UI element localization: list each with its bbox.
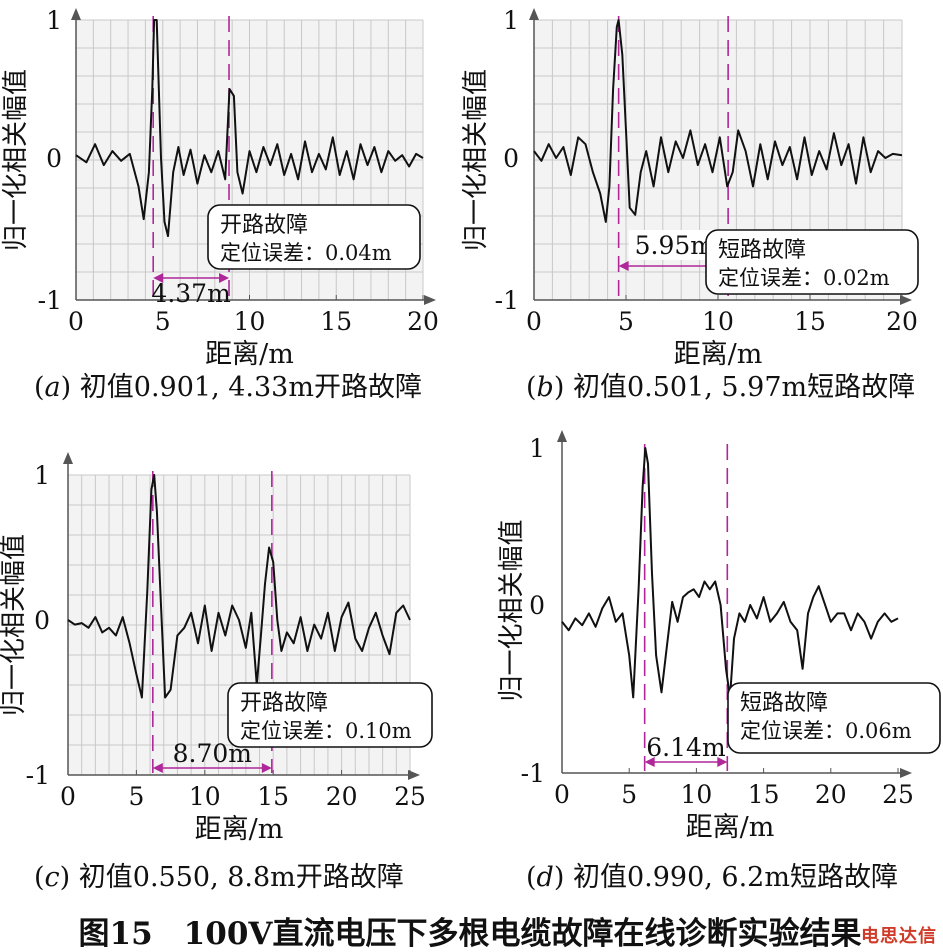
x-axis-label: 距离/m [205,339,294,370]
x-axis-arrow-icon [424,295,436,305]
annotation-detail: 定位误差：0.02m [718,266,890,290]
distance-arrow-left-icon [152,763,163,773]
annotation-box [207,204,421,270]
x-tick-label: 0 [554,780,570,809]
distance-arrow-right-icon [717,757,728,767]
y-tick-label: 0 [34,606,50,635]
y-tick-label: -1 [521,759,545,788]
x-tick-label: 10 [702,307,734,336]
annotation-detail: 定位误差：0.04m [220,241,392,265]
panel-caption: (d) 初值0.990, 6.2m短路故障 [526,862,898,893]
x-tick-label: 20 [815,780,847,809]
x-tick-label: 5 [155,307,171,336]
y-axis-arrow-icon [529,8,539,20]
signal-line [75,19,424,238]
signal-line [533,19,903,223]
y-axis-arrow-icon [557,430,567,442]
x-tick-label: 15 [794,307,826,336]
x-tick-label: 0 [60,782,76,811]
chart-panel-d: 0 5 10 15 20 2510-1归一化相关幅值距离/m6.14m短路故障定位误差：0… [497,430,941,893]
chart-panel-a: 0 5 10 15 2010-1归一化相关幅值距离/m4.37m开路故障定位误差：0.0… [1,6,439,403]
signal-line [67,474,411,699]
x-axis-label: 距离/m [195,814,284,845]
x-tick-label: 25 [394,782,426,811]
y-tick-label: -1 [26,761,50,790]
distance-arrow-right-icon [219,273,230,283]
x-tick-label: 20 [886,307,918,336]
panel-caption: (a) 初值0.901, 4.33m开路故障 [34,372,422,403]
distance-arrow-left-icon [153,273,164,283]
x-tick-label: 15 [748,780,780,809]
x-tick-label: 20 [407,307,439,336]
annotation-box [705,229,919,295]
annotation-box [727,682,941,754]
y-tick-label: 0 [529,591,545,620]
y-axis-label: 归一化相关幅值 [0,534,29,716]
chart-panel-c: 0 5 10 15 20 2510-1归一化相关幅值距离/m8.70m开路故障定位误差：0… [0,452,433,893]
annotation-detail: 定位误差：0.06m [740,719,912,743]
y-axis-arrow-icon [71,8,81,20]
distance-label: 4.37m [151,279,231,308]
annotation-title: 短路故障 [740,691,828,716]
watermark: 电思达信 [861,926,937,947]
y-tick-label: 1 [46,6,62,35]
signal-line [561,447,899,699]
annotation-detail: 定位误差：0.10m [240,719,412,743]
x-axis-arrow-icon [408,770,420,780]
distance-arrow-left-icon [618,261,629,271]
x-axis-arrow-icon [900,768,912,778]
x-tick-label: 15 [320,307,352,336]
y-axis-label: 归一化相关幅值 [461,69,491,251]
x-tick-label: 10 [234,307,266,336]
y-tick-label: -1 [38,286,62,315]
x-tick-label: 5 [621,780,637,809]
annotation-title: 开路故障 [240,691,328,716]
x-tick-label: 0 [526,307,542,336]
annotation-title: 开路故障 [220,213,308,238]
distance-arrow-left-icon [644,757,655,767]
x-tick-label: 0 [68,307,84,336]
distance-label-background [628,230,717,260]
x-tick-label: 10 [189,782,221,811]
x-tick-label: 20 [326,782,358,811]
panel-caption: (b) 初值0.501, 5.97m短路故障 [526,372,915,403]
x-axis-label: 距离/m [686,812,775,843]
x-tick-label: 15 [257,782,289,811]
distance-arrow-right-icon [261,763,272,773]
distance-label: 6.14m [646,733,726,762]
y-tick-label: 1 [503,6,519,35]
x-tick-label: 10 [680,780,712,809]
x-tick-label: 25 [882,780,914,809]
y-axis-label: 归一化相关幅值 [497,519,527,701]
y-axis-arrow-icon [63,452,73,464]
x-tick-label: 5 [128,782,144,811]
annotation-box [227,682,433,748]
y-tick-label: 0 [503,144,519,173]
annotation-title: 短路故障 [718,238,806,263]
y-tick-label: 1 [34,461,50,490]
figure-caption: 图15 100V直流电压下多根电缆故障在线诊断实验结果 [79,916,862,952]
y-axis-label: 归一化相关幅值 [1,69,31,251]
y-tick-label: -1 [495,286,519,315]
panel-caption: (c) 初值0.550, 8.8m开路故障 [34,862,404,893]
x-axis-label: 距离/m [674,339,763,370]
y-tick-label: 0 [46,144,62,173]
x-tick-label: 5 [618,307,634,336]
distance-label: 5.95m [635,231,715,260]
x-axis-arrow-icon [900,295,912,305]
y-tick-label: 1 [529,434,545,463]
